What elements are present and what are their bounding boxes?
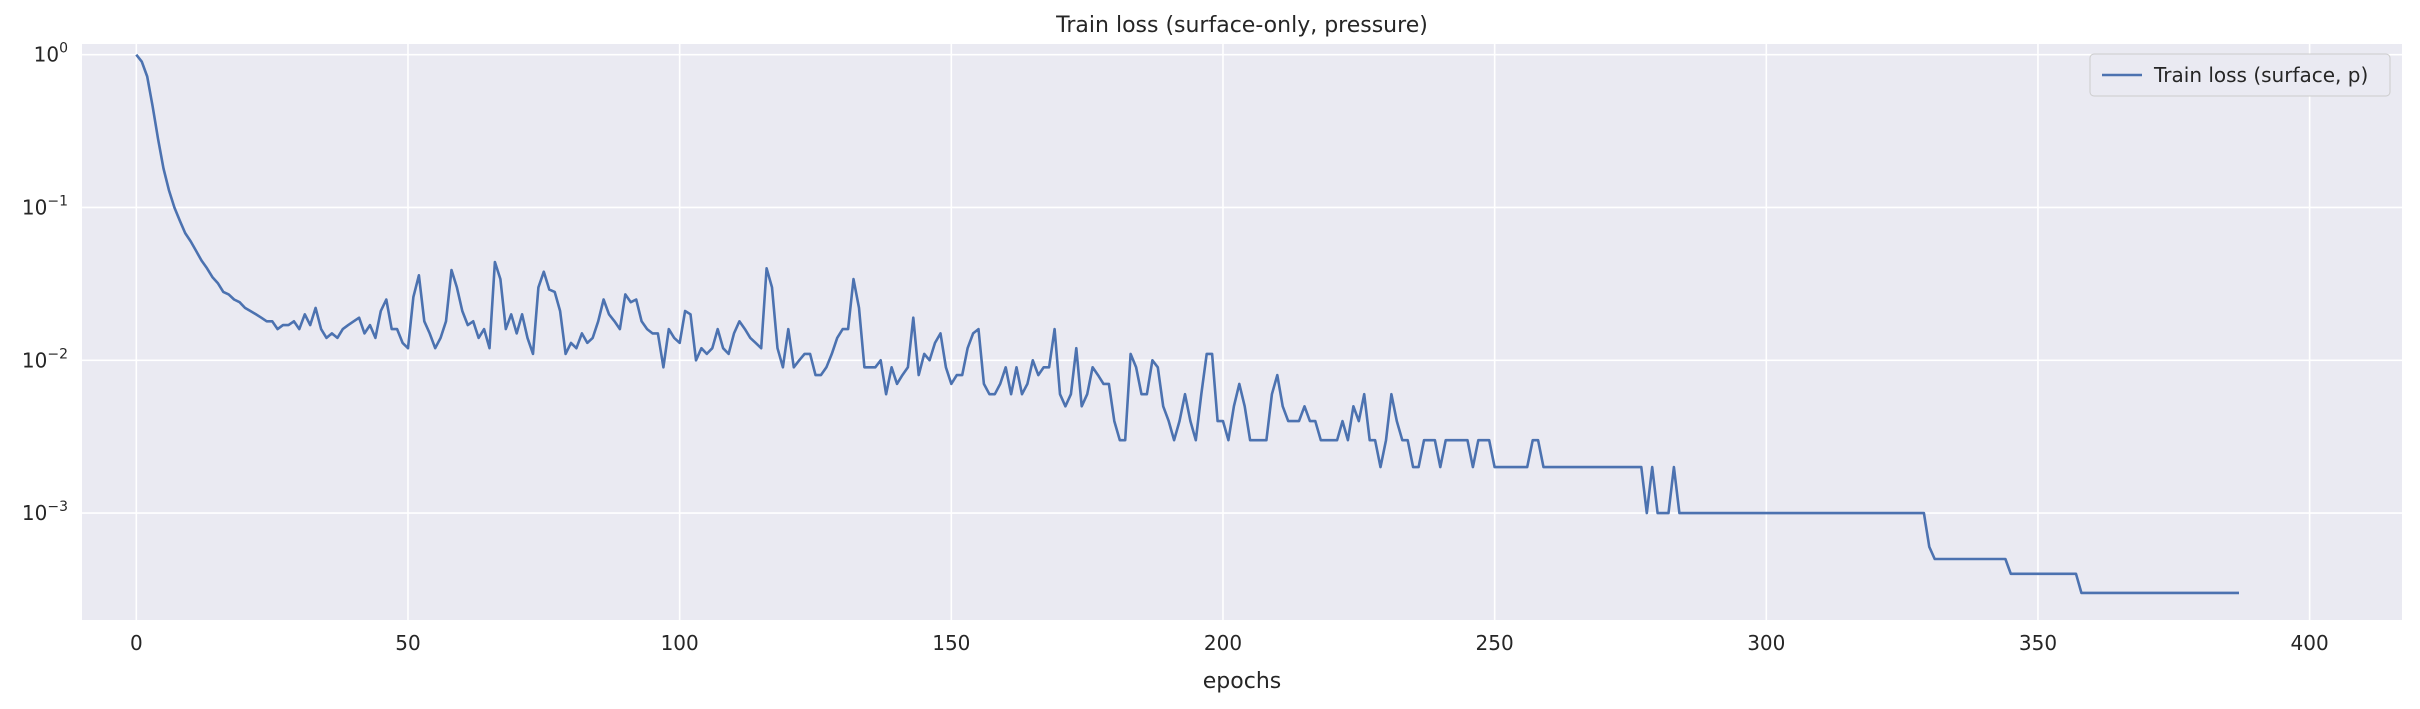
legend: Train loss (surface, p) — [2089, 53, 2391, 97]
x-tick-labels: 0 50 100 150 200 250 300 350 400 — [130, 631, 2329, 655]
x-tick-label: 400 — [2291, 631, 2329, 655]
x-tick-label: 150 — [932, 631, 970, 655]
x-tick-label: 200 — [1204, 631, 1242, 655]
chart-title: Train loss (surface-only, pressure) — [1055, 13, 1428, 38]
legend-entry: Train loss (surface, p) — [2153, 63, 2368, 87]
legend-box — [2089, 53, 2391, 97]
x-tick-label: 350 — [2019, 631, 2057, 655]
series-layer — [135, 53, 2239, 595]
y-tick-label: 100 — [34, 41, 68, 67]
x-tick-label: 50 — [395, 631, 420, 655]
y-tick-label: 10−3 — [22, 499, 68, 525]
grid-y — [82, 53, 2402, 514]
x-axis-label: epochs — [1203, 669, 1281, 694]
y-tick-label: 10−1 — [22, 193, 68, 219]
x-tick-label: 100 — [661, 631, 699, 655]
y-tick-labels: 100 10−1 10−2 10−3 — [22, 41, 68, 525]
y-tick-label: 10−2 — [22, 346, 68, 372]
series-line-train-loss — [135, 53, 2239, 595]
grid-x — [135, 44, 2311, 620]
x-tick-label: 0 — [130, 631, 143, 655]
x-tick-label: 300 — [1747, 631, 1785, 655]
x-tick-label: 250 — [1476, 631, 1514, 655]
plot-area — [82, 44, 2402, 620]
